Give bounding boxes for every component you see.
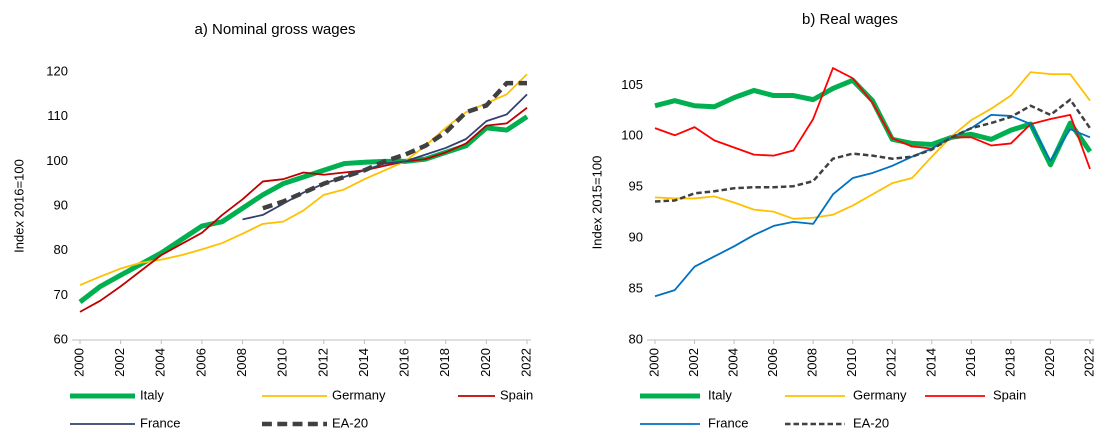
series-line <box>654 67 1091 170</box>
series-line <box>79 107 528 313</box>
y-axis-label: Index 2016=100 <box>11 159 26 253</box>
x-tick-label: 2004 <box>726 348 741 377</box>
x-tick-label: 2000 <box>646 348 661 377</box>
y-tick-label: 80 <box>54 242 68 257</box>
x-tick-label: 2010 <box>844 348 859 377</box>
y-tick-label: 100 <box>46 153 68 168</box>
series-line <box>654 71 1091 220</box>
legend-label: EA-20 <box>332 415 368 430</box>
x-tick-label: 2018 <box>437 348 452 377</box>
x-tick-label: 2002 <box>112 348 127 377</box>
y-tick-label: 70 <box>54 287 68 302</box>
y-tick-label: 90 <box>629 230 643 245</box>
y-tick-label: 100 <box>621 128 643 143</box>
legend-label: Italy <box>708 387 732 402</box>
series-line <box>654 77 1093 168</box>
legend-label: Germany <box>853 387 907 402</box>
y-tick-label: 85 <box>629 281 643 296</box>
x-tick-label: 2012 <box>315 348 330 377</box>
x-tick-label: 2014 <box>356 348 371 377</box>
legend-label: Germany <box>332 387 386 402</box>
legend-label: EA-20 <box>853 415 889 430</box>
series-line <box>79 73 528 286</box>
legend-label: France <box>140 415 180 430</box>
series-line <box>262 80 527 211</box>
chart-title: b) Real wages <box>802 11 898 28</box>
y-axis-label: Index 2015=100 <box>589 156 604 250</box>
legend-label: Italy <box>140 387 164 402</box>
x-tick-label: 2008 <box>805 348 820 377</box>
legend-label: France <box>708 415 748 430</box>
y-tick-label: 80 <box>629 331 643 346</box>
chart-title: a) Nominal gross wages <box>195 21 356 38</box>
series-line <box>654 114 1091 298</box>
x-tick-label: 2016 <box>963 348 978 377</box>
x-tick-label: 2012 <box>884 348 899 377</box>
x-tick-label: 2008 <box>234 348 249 377</box>
legend-label: Spain <box>500 387 533 402</box>
x-tick-label: 2014 <box>923 348 938 377</box>
x-tick-label: 2006 <box>765 348 780 377</box>
y-tick-label: 105 <box>621 77 643 92</box>
series-line <box>654 98 1092 203</box>
y-tick-label: 95 <box>629 179 643 194</box>
x-tick-label: 2016 <box>397 348 412 377</box>
legend-label: Spain <box>993 387 1026 402</box>
y-tick-label: 110 <box>47 108 68 123</box>
x-tick-label: 2006 <box>193 348 208 377</box>
x-tick-label: 2004 <box>153 348 168 377</box>
x-tick-label: 2018 <box>1002 348 1017 377</box>
x-tick-label: 2010 <box>275 348 290 377</box>
y-tick-label: 120 <box>46 63 68 78</box>
y-tick-label: 60 <box>54 331 68 346</box>
y-tick-label: 90 <box>54 197 68 212</box>
x-tick-label: 2000 <box>71 348 86 377</box>
x-tick-label: 2020 <box>478 348 493 377</box>
x-tick-label: 2022 <box>1081 348 1096 377</box>
x-tick-label: 2022 <box>518 348 533 377</box>
x-tick-label: 2020 <box>1042 348 1057 377</box>
x-tick-label: 2002 <box>686 348 701 377</box>
